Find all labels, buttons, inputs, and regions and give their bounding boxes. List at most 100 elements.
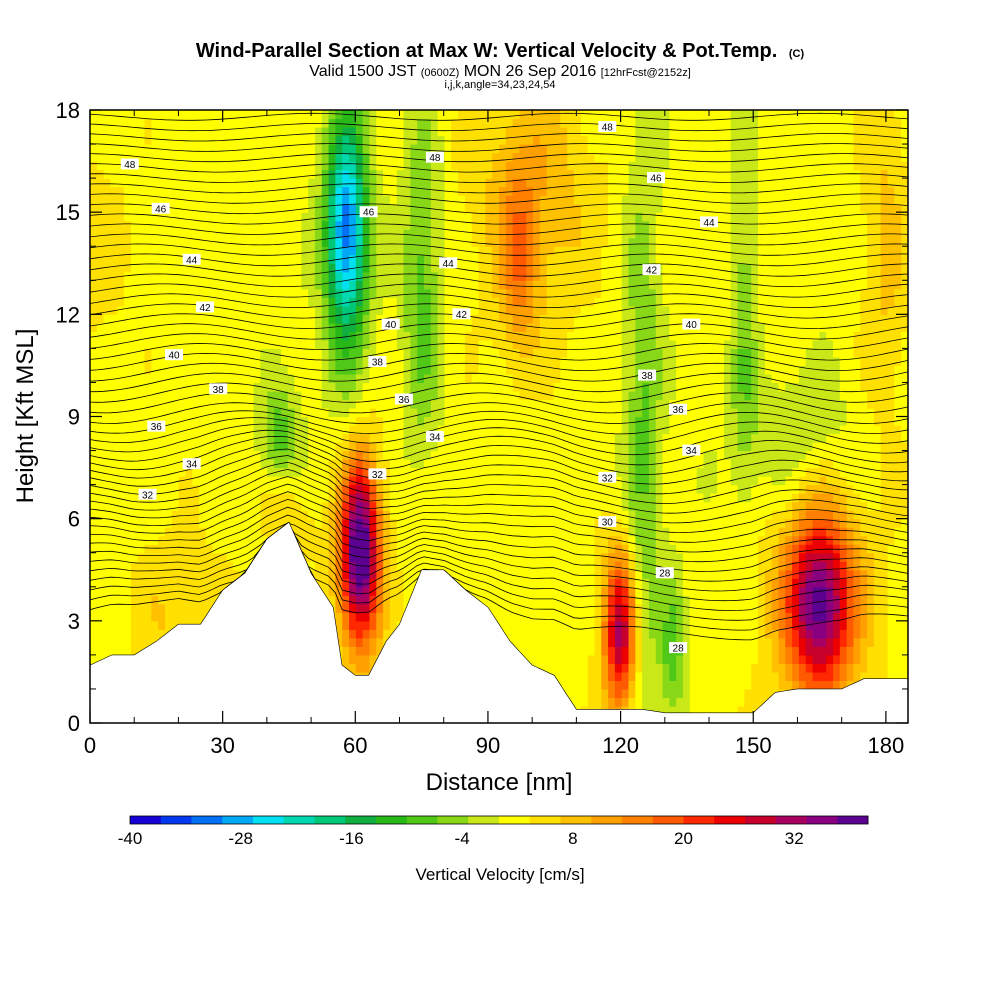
velocity-cell (512, 135, 521, 145)
velocity-cell (212, 433, 221, 443)
velocity-cell (383, 212, 391, 222)
velocity-cell (233, 450, 241, 460)
velocity-cell (117, 339, 125, 349)
velocity-cell (239, 280, 248, 290)
velocity-cell (539, 399, 548, 409)
velocity-cell (499, 186, 507, 196)
velocity-cell (171, 195, 180, 205)
velocity-cell (314, 186, 323, 196)
velocity-cell (151, 135, 159, 145)
velocity-cell (185, 297, 193, 307)
velocity-cell (130, 637, 139, 647)
velocity-cell (321, 510, 330, 520)
velocity-cell (539, 229, 548, 239)
velocity-cell (233, 178, 241, 188)
velocity-cell (539, 476, 548, 486)
velocity-cell (369, 518, 377, 528)
velocity-cell (151, 254, 159, 264)
velocity-cell (260, 110, 268, 120)
velocity-cell (451, 288, 459, 298)
velocity-cell (328, 407, 336, 418)
velocity-cell (478, 246, 486, 256)
velocity-cell (396, 467, 405, 477)
velocity-cell (362, 135, 371, 145)
velocity-cell (260, 246, 268, 256)
velocity-cell (117, 178, 125, 188)
velocity-cell (90, 646, 98, 656)
velocity-cell (124, 433, 132, 443)
velocity-cell (130, 595, 139, 605)
velocity-cell (410, 169, 418, 179)
velocity-cell (233, 263, 241, 273)
velocity-cell (512, 612, 521, 622)
velocity-cell (185, 305, 193, 315)
velocity-cell (526, 144, 534, 154)
velocity-cell (526, 416, 534, 426)
velocity-cell (505, 416, 514, 426)
velocity-cell (130, 510, 139, 520)
velocity-cell (417, 476, 425, 486)
velocity-cell (137, 578, 146, 588)
velocity-cell (178, 263, 187, 273)
velocity-cell (403, 161, 411, 171)
velocity-cell (287, 135, 296, 145)
velocity-cell (410, 467, 418, 477)
velocity-cell (369, 501, 377, 511)
velocity-cell (219, 169, 227, 179)
velocity-cell (410, 442, 418, 452)
velocity-cell (267, 195, 275, 205)
velocity-cell (233, 552, 241, 562)
velocity-cell (103, 450, 112, 460)
velocity-cell (274, 365, 282, 375)
velocity-cell (492, 365, 500, 375)
velocity-cell (553, 365, 561, 375)
velocity-cell (417, 161, 425, 171)
velocity-cell (349, 586, 357, 596)
velocity-cell (403, 178, 411, 188)
velocity-cell (396, 484, 405, 494)
velocity-cell (314, 339, 323, 349)
velocity-cell (444, 348, 452, 358)
velocity-cell (253, 425, 262, 435)
velocity-cell (130, 195, 139, 205)
velocity-cell (376, 493, 384, 503)
velocity-cell (349, 178, 357, 188)
velocity-cell (260, 476, 268, 486)
velocity-cell (546, 186, 555, 196)
velocity-cell (362, 161, 371, 171)
velocity-cell (158, 527, 166, 537)
velocity-cell (117, 459, 125, 469)
velocity-cell (437, 110, 446, 120)
velocity-cell (335, 348, 343, 358)
velocity-cell (478, 399, 486, 409)
velocity-cell (233, 518, 241, 528)
velocity-cell (199, 203, 207, 213)
velocity-cell (505, 382, 514, 392)
velocity-cell (403, 254, 411, 264)
velocity-cell (539, 442, 548, 452)
velocity-cell (124, 620, 132, 630)
velocity-cell (546, 459, 555, 469)
velocity-cell (362, 348, 371, 358)
velocity-cell (505, 467, 514, 477)
velocity-cell (512, 467, 521, 477)
velocity-cell (253, 331, 262, 341)
velocity-cell (96, 510, 105, 520)
velocity-cell (103, 637, 112, 647)
velocity-cell (492, 586, 500, 596)
velocity-cell (444, 314, 452, 324)
velocity-cell (376, 271, 384, 281)
velocity-cell (185, 339, 193, 349)
velocity-cell (171, 110, 180, 120)
velocity-cell (512, 356, 521, 367)
velocity-cell (349, 595, 357, 605)
velocity-cell (274, 433, 282, 443)
velocity-cell (199, 399, 207, 409)
velocity-cell (451, 544, 459, 554)
velocity-cell (499, 220, 507, 230)
velocity-cell (410, 314, 418, 324)
velocity-cell (110, 535, 118, 545)
velocity-cell (546, 135, 555, 145)
velocity-cell (376, 135, 384, 145)
velocity-cell (499, 527, 507, 537)
